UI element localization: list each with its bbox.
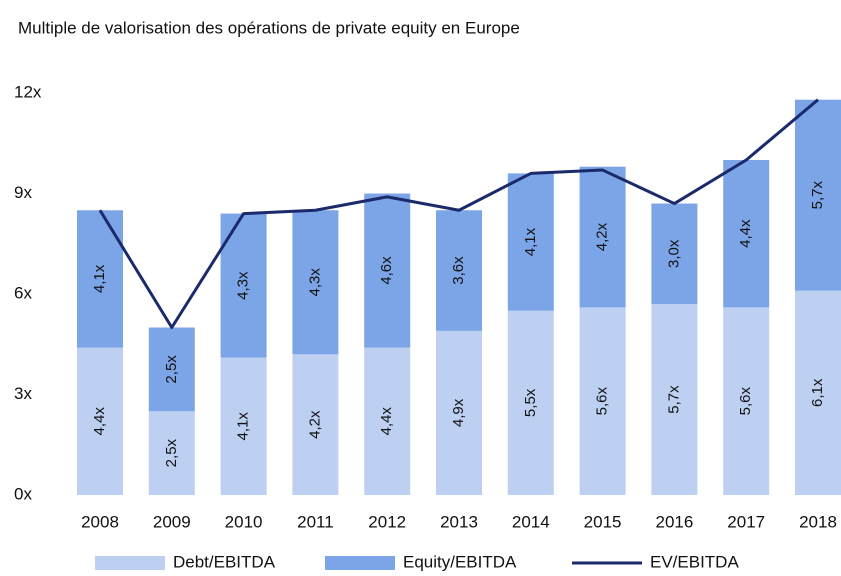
x-tick-label: 2013 [440,512,478,531]
value-label: 5,7x [809,181,826,210]
x-tick-label: 2011 [297,512,334,531]
x-tick-label: 2018 [799,512,837,531]
value-label: 4,1x [235,412,252,441]
value-label: 3,6x [450,256,467,285]
value-label: 6,1x [809,378,826,407]
legend-label: EV/EBITDA [650,552,739,571]
bar-segment [723,160,770,308]
x-tick-label: 2009 [153,512,191,531]
value-label: 4,3x [235,271,252,300]
value-label: 5,6x [594,387,611,416]
bar-segment [579,307,626,495]
x-tick-label: 2016 [655,512,693,531]
bar-segment [795,99,841,291]
chart-title: Multiple de valorisation des opérations … [18,18,520,37]
value-label: 5,7x [665,385,682,414]
legend-swatch [95,556,165,570]
bar-segment [292,210,339,355]
y-tick-label: 6x [14,283,32,302]
bar-segment [507,173,554,311]
y-tick-label: 3x [14,384,32,403]
bar-segment [77,347,123,495]
legend-label: Equity/EBITDA [403,552,517,571]
bar-segment [148,327,195,412]
bar-segment [148,411,195,495]
bar-segment [579,166,626,308]
y-tick-label: 0x [14,484,32,503]
bar-segment [436,210,482,331]
value-label: 4,4x [378,407,395,436]
bar-segment [723,307,770,495]
bar-segment [651,203,698,305]
value-label: 4,1x [91,264,108,293]
x-tick-label: 2015 [584,512,622,531]
value-label: 5,6x [737,387,754,416]
value-label: 5,5x [522,388,539,417]
y-tick-label: 12x [14,82,42,101]
value-label: 2,5x [163,355,180,384]
x-tick-label: 2012 [368,512,406,531]
bar-segment [220,357,267,495]
legend-swatch [325,556,395,570]
line [98,98,819,329]
value-label: 4,4x [91,407,108,436]
value-label: 4,1x [522,227,539,256]
legend-label: Debt/EBITDA [173,552,276,571]
x-tick-label: 2008 [81,512,119,531]
bar-segment [651,304,698,495]
value-label: 3,0x [665,239,682,268]
x-tick-label: 2010 [225,512,263,531]
bar-segment [364,347,411,495]
bar-segment [795,290,841,495]
x-tick-label: 2014 [512,512,550,531]
value-label: 4,3x [306,268,323,297]
bar-segment [292,354,339,495]
value-label: 2,5x [163,438,180,467]
value-label: 4,6x [378,256,395,285]
bar-segment [436,330,482,495]
value-label: 4,4x [737,219,754,248]
y-tick-label: 9x [14,183,32,202]
value-label: 4,2x [594,222,611,251]
bar-segment [364,193,411,348]
value-label: 4,2x [306,410,323,439]
value-label: 4,9x [450,398,467,427]
x-tick-label: 2017 [727,512,765,531]
bar-segment [507,310,554,495]
